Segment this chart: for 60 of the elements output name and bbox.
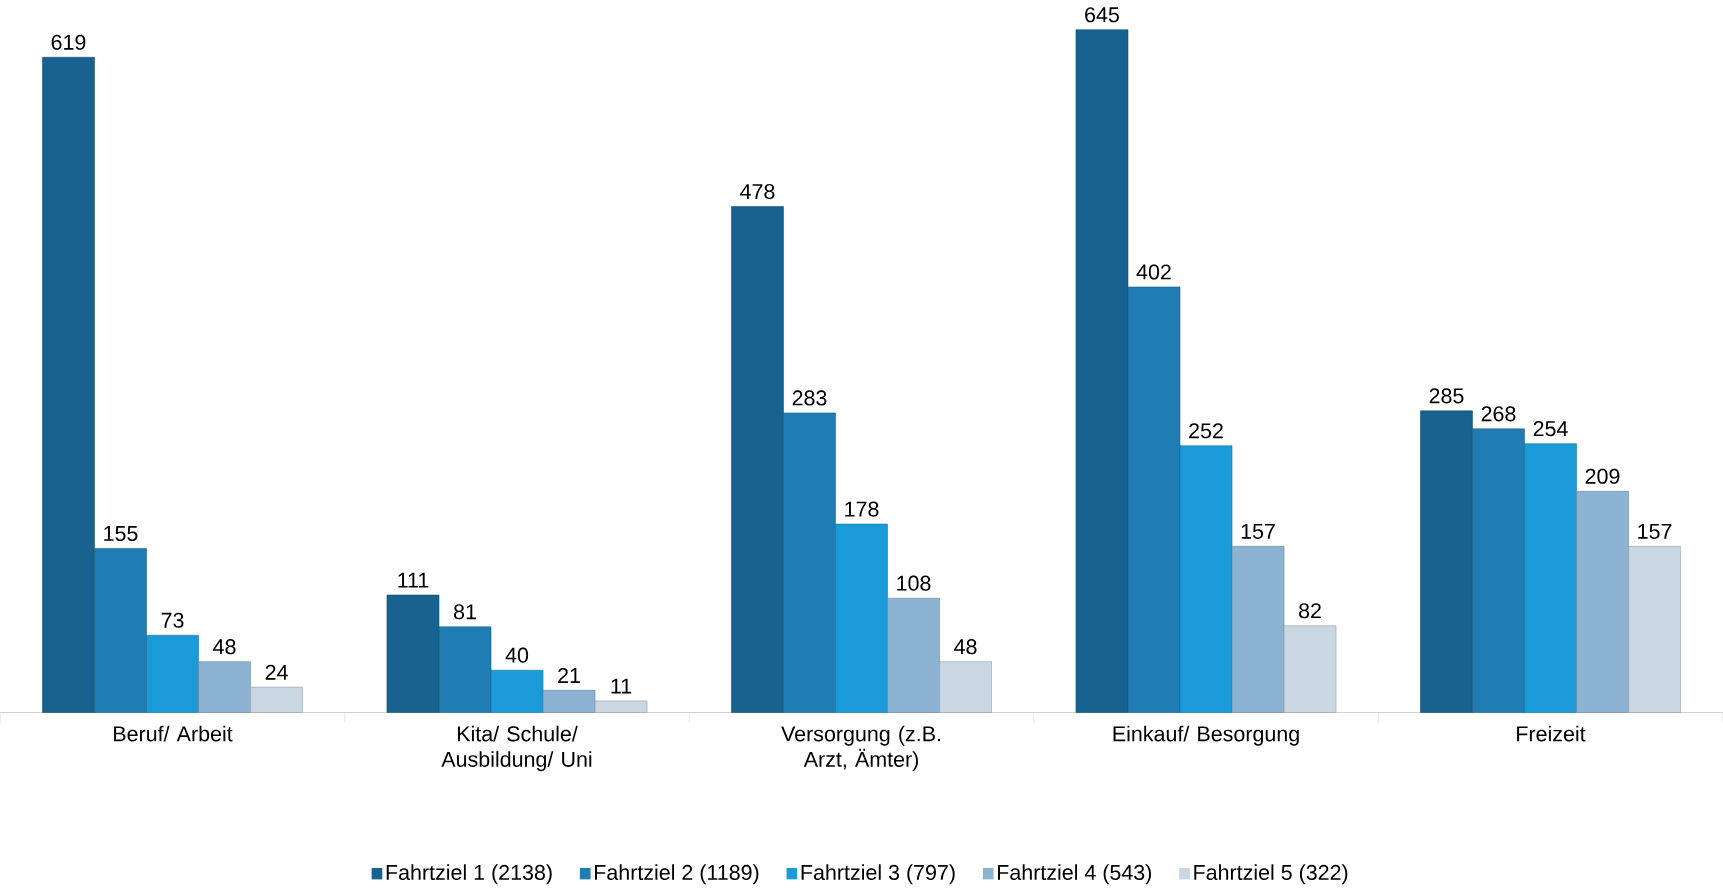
data-label: 48 (954, 638, 977, 655)
bar (146, 634, 199, 713)
bar (939, 661, 992, 713)
data-label: 619 (51, 34, 86, 50)
data-label: 73 (161, 612, 184, 628)
data-label: 11 (611, 678, 632, 694)
x-tick-label: Einkauf/ Besorgung (1113, 725, 1299, 746)
bar (250, 686, 303, 713)
data-label: 111 (398, 572, 429, 588)
bar (1576, 490, 1629, 713)
data-label: 108 (897, 575, 931, 591)
bar (1179, 445, 1233, 713)
bar (438, 626, 492, 713)
data-label: 285 (1429, 388, 1464, 404)
bar (94, 547, 147, 713)
bar (783, 412, 836, 713)
bar (198, 661, 251, 713)
data-label: 155 (104, 525, 138, 541)
data-label: 178 (845, 501, 879, 517)
x-tick-label: Kita/ Schule/ Ausbildung/ Uni (441, 725, 592, 771)
bar (731, 206, 784, 713)
data-label: 209 (1585, 468, 1620, 484)
legend-label: Fahrtziel 3 (797) (801, 864, 955, 885)
bar (835, 523, 888, 713)
data-label: 157 (1638, 523, 1672, 539)
bar (1628, 545, 1681, 713)
bar (542, 689, 596, 713)
data-label: 21 (558, 667, 580, 683)
bar (1472, 428, 1525, 713)
data-label: 478 (740, 183, 775, 199)
data-label: 157 (1241, 523, 1275, 539)
bar (386, 594, 440, 713)
bar (1283, 625, 1337, 713)
bar (887, 597, 940, 713)
data-label: 48 (213, 638, 236, 655)
legend-label: Fahrtziel 2 (1189) (595, 864, 759, 885)
bar (490, 669, 544, 713)
data-label: 268 (1481, 406, 1516, 422)
data-label: 283 (792, 390, 827, 406)
legend-label: Fahrtziel 1 (2138) (386, 864, 552, 885)
bar (1420, 410, 1473, 713)
data-label: 82 (1299, 602, 1321, 619)
data-label: 40 (505, 647, 529, 663)
legend-label: Fahrtziel 5 (322) (1194, 864, 1348, 885)
bar (1127, 286, 1181, 713)
x-tick-label: Beruf/ Arbeit (114, 725, 233, 742)
bar (1524, 443, 1577, 713)
data-label: 254 (1533, 420, 1568, 437)
bar (1075, 29, 1129, 713)
bar (1231, 545, 1285, 713)
x-tick-label: Freizeit (1517, 725, 1586, 742)
bar (594, 700, 648, 713)
data-label: 24 (265, 664, 288, 680)
x-tick-label: Versorgung (z.B. Arzt, Ämter) (781, 725, 940, 771)
bar (42, 56, 95, 713)
data-label: 645 (1085, 6, 1119, 23)
data-label: 252 (1189, 422, 1223, 439)
data-label: 402 (1136, 264, 1171, 280)
data-label: 81 (453, 604, 476, 620)
legend-label: Fahrtziel 4 (543) (997, 864, 1151, 885)
